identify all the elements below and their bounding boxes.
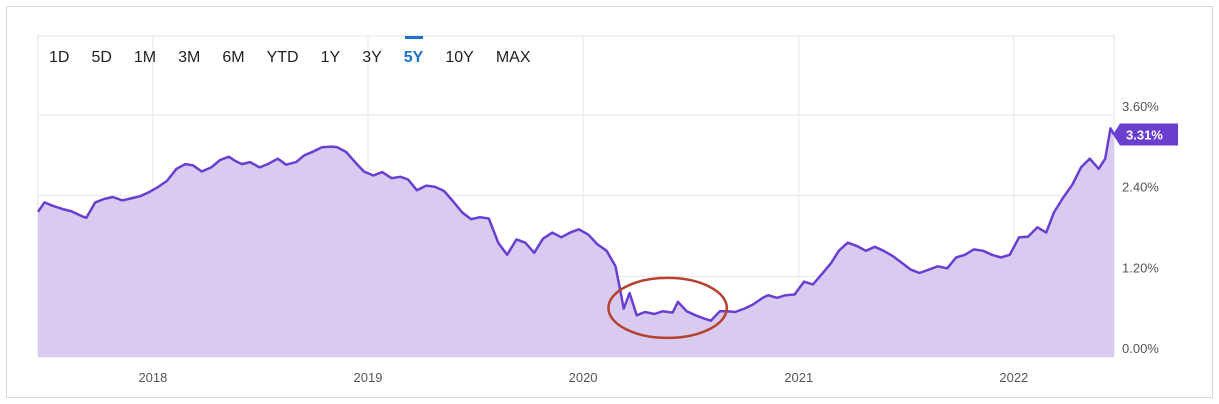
last-value-badge: 3.31% bbox=[1113, 123, 1178, 146]
chart-frame bbox=[6, 6, 1213, 398]
y-tick-label: 2.40% bbox=[1122, 180, 1159, 195]
range-option-1m[interactable]: 1M bbox=[133, 49, 157, 66]
y-tick-label: 1.20% bbox=[1122, 260, 1159, 275]
range-option-10y[interactable]: 10Y bbox=[445, 49, 474, 66]
area-fill bbox=[38, 128, 1114, 357]
range-option-ytd[interactable]: YTD bbox=[266, 49, 299, 66]
y-tick-label: 0.00% bbox=[1122, 341, 1159, 356]
x-tick-label: 2022 bbox=[999, 370, 1028, 385]
range-selector: 1D 5D 1M 3M 6M YTD 1Y 3Y 5Y 10Y MAX bbox=[38, 36, 541, 76]
annotation-circle bbox=[607, 276, 729, 340]
last-value-label: 3.31% bbox=[1126, 127, 1163, 142]
range-option-3m[interactable]: 3M bbox=[178, 49, 201, 66]
range-option-max[interactable]: MAX bbox=[495, 49, 531, 66]
x-tick-label: 2018 bbox=[138, 370, 167, 385]
range-option-3y[interactable]: 3Y bbox=[362, 49, 382, 66]
x-tick-label: 2021 bbox=[784, 370, 813, 385]
y-tick-label: 3.60% bbox=[1122, 99, 1159, 114]
range-option-5y[interactable]: 5Y bbox=[393, 36, 435, 76]
x-tick-label: 2019 bbox=[354, 370, 383, 385]
x-tick-label: 2020 bbox=[569, 370, 598, 385]
range-option-5d[interactable]: 5D bbox=[91, 49, 112, 66]
range-option-1d[interactable]: 1D bbox=[49, 49, 70, 66]
range-option-6m[interactable]: 6M bbox=[222, 49, 245, 66]
series-line bbox=[36, 127, 1116, 322]
range-option-1y[interactable]: 1Y bbox=[320, 49, 341, 66]
